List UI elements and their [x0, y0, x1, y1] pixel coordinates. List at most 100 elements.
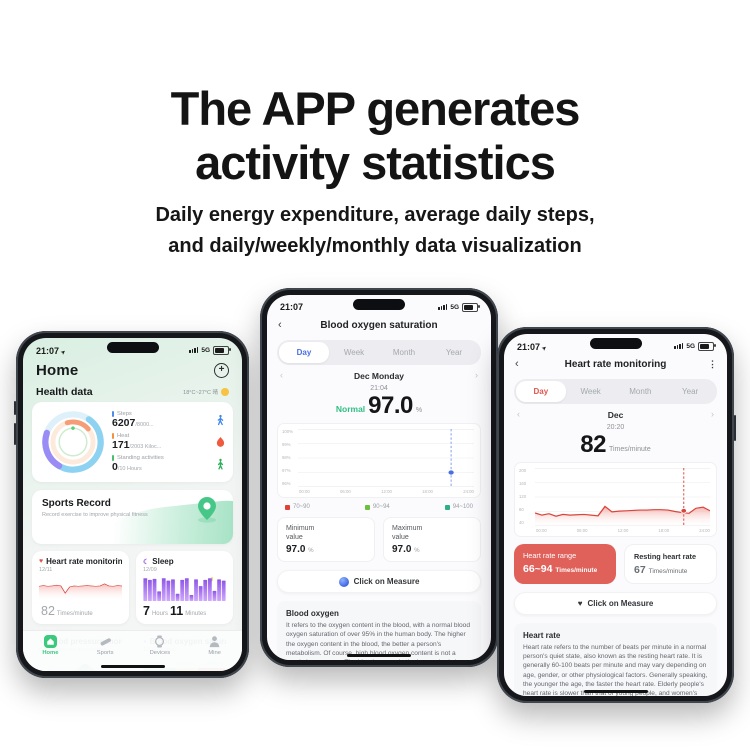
status-time: 21:07: [280, 302, 304, 312]
spo2-legend: 70~90 90~94 94~100: [285, 504, 473, 510]
tab-day[interactable]: Day: [516, 381, 566, 402]
measure-orb-icon: [338, 576, 349, 587]
heart-icon: ♥: [39, 558, 44, 565]
steps-total: /8000...: [135, 421, 154, 428]
screen-title: Heart rate monitoring: [564, 358, 667, 370]
status-bar: 21:07 5G: [267, 295, 491, 315]
back-button[interactable]: ‹: [515, 357, 519, 370]
maximum-label: Maximum value: [392, 525, 423, 542]
steps-value: 6207: [112, 416, 136, 429]
hr-chart-card: 200 160 120 80 40 00:: [514, 462, 717, 537]
reading-time: 20:20: [606, 424, 625, 431]
watch-icon: [155, 635, 165, 648]
legend-green-swatch: [364, 504, 370, 510]
next-date-button[interactable]: ›: [711, 409, 714, 419]
prev-date-button[interactable]: ‹: [517, 409, 520, 419]
sleep-minutes-label: Minutes: [185, 611, 207, 617]
reading-status: Normal: [335, 404, 366, 414]
health-data-card[interactable]: Steps 6207/8000... Heat 171/2003 Kiloc..…: [32, 402, 233, 482]
battery-icon: [462, 302, 480, 312]
period-tabs: Day Week Month Year: [277, 340, 481, 365]
moon-icon: ☾: [143, 558, 150, 566]
steps-label: Steps: [117, 410, 132, 417]
range-unit: Times/minute: [555, 567, 598, 574]
weather-text: 18°C~27°C 晴: [183, 390, 218, 396]
spo2-plot: [298, 429, 474, 487]
status-bar: 21:07➤ 5G: [504, 334, 727, 354]
next-date-button[interactable]: ›: [475, 370, 478, 380]
reading-unit: %: [415, 406, 423, 414]
menu-button[interactable]: ⋮: [708, 358, 717, 369]
home-icon: [43, 635, 57, 648]
phone-blood-oxygen: 21:07 5G ‹ Blood oxygen saturation Day W…: [260, 288, 500, 667]
sleep-minutes: 11: [169, 604, 184, 618]
activity-rings-chart: [42, 411, 104, 473]
legend-red-swatch: [285, 504, 290, 510]
standing-stat: Standing activities 0/10 Hours: [112, 455, 225, 473]
nav-devices[interactable]: Devices: [133, 635, 188, 656]
nav-mine[interactable]: Mine: [187, 635, 242, 656]
resting-value: 67: [633, 564, 646, 576]
blood-oxygen-screen: 21:07 5G ‹ Blood oxygen saturation Day W…: [267, 295, 491, 660]
tab-year[interactable]: Year: [445, 348, 463, 357]
standing-color-bar: [112, 455, 114, 462]
maximum-value: 97.0: [392, 544, 412, 556]
minimum-card: Minimum value 97.0 %: [277, 517, 375, 563]
heat-color-bar: [112, 432, 114, 439]
heart-sparkline-chart: [39, 583, 122, 601]
weather-widget: 18°C~27°C 晴: [183, 388, 229, 396]
add-device-button[interactable]: +: [214, 363, 229, 378]
measure-label: Click on Measure: [353, 577, 420, 587]
prev-date-button[interactable]: ‹: [280, 370, 283, 380]
sleep-hours-label: Hours: [151, 611, 168, 617]
range-value: 66~94: [523, 563, 553, 575]
hr-plot: [535, 468, 710, 526]
legend-label: 70~90: [293, 504, 310, 510]
measure-button[interactable]: ♥ Click on Measure: [514, 592, 717, 615]
heart-rate-info: Heart rate Heart rate refers to the numb…: [514, 623, 717, 696]
screen-title: Blood oxygen saturation: [320, 319, 438, 331]
standing-label: Standing activities: [117, 455, 164, 462]
home-screen: 21:07➤ 5G Home + Health data 18°C~27°C 晴: [23, 338, 242, 671]
location-arrow-icon: ➤: [541, 344, 549, 353]
y-axis-labels: 200 160 120 80 40: [519, 468, 527, 525]
tab-year[interactable]: Year: [682, 387, 699, 396]
tab-month[interactable]: Month: [392, 348, 416, 357]
info-title: Heart rate: [523, 631, 561, 640]
bottom-nav: Home Sports Devices Mine: [23, 630, 242, 671]
heart-rate-screen: 21:07➤ 5G ‹ Heart rate monitoring ⋮ Day …: [504, 334, 727, 696]
notch: [589, 338, 642, 349]
heat-stat: Heat 171/2003 Kiloc...: [112, 432, 225, 451]
resting-heart-rate-card: Resting heart rate 67 Times/minute: [623, 544, 717, 584]
tab-week[interactable]: Week: [580, 387, 601, 396]
nav-home[interactable]: Home: [23, 635, 78, 656]
sleep-card[interactable]: ☾ Sleep 12/09 7 Hours 11 Minutes: [136, 551, 233, 624]
sleep-card-date: 12/09: [143, 567, 157, 573]
resting-unit: Times/minute: [648, 568, 688, 575]
tab-day[interactable]: Day: [279, 342, 329, 363]
sports-record-card[interactable]: Sports Record Record exercise to improve…: [32, 490, 233, 544]
measure-button[interactable]: Click on Measure: [277, 570, 481, 594]
walking-person-icon: [217, 414, 224, 426]
status-time: 21:07: [36, 346, 60, 356]
volume-button: [14, 401, 16, 415]
minimum-label: Minimum value: [286, 525, 315, 542]
heart-card-unit: Times/minute: [56, 611, 93, 617]
tab-week[interactable]: Week: [343, 348, 365, 357]
resting-title: Resting heart rate: [633, 552, 697, 561]
info-title: Blood oxygen: [286, 609, 339, 619]
y-axis-labels: 100% 99% 98% 97% 96%: [282, 429, 293, 486]
page-subtitle-line2: and daily/weekly/monthly data visualizat…: [168, 235, 582, 257]
heart-rate-card[interactable]: ♥ Heart rate monitoring 12/11 82 Times/min…: [32, 551, 129, 624]
minimum-value: 97.0: [286, 544, 306, 556]
person-icon: [209, 636, 220, 648]
back-button[interactable]: ‹: [278, 318, 282, 331]
reading-value: 82: [580, 431, 606, 458]
measure-label: Click on Measure: [587, 599, 654, 608]
tab-month[interactable]: Month: [629, 387, 652, 396]
nav-sports[interactable]: Sports: [78, 635, 133, 656]
home-title: Home: [36, 362, 79, 379]
home-indicator: [347, 653, 411, 657]
sun-icon: [221, 388, 229, 396]
sleep-card-title: Sleep: [152, 557, 174, 566]
